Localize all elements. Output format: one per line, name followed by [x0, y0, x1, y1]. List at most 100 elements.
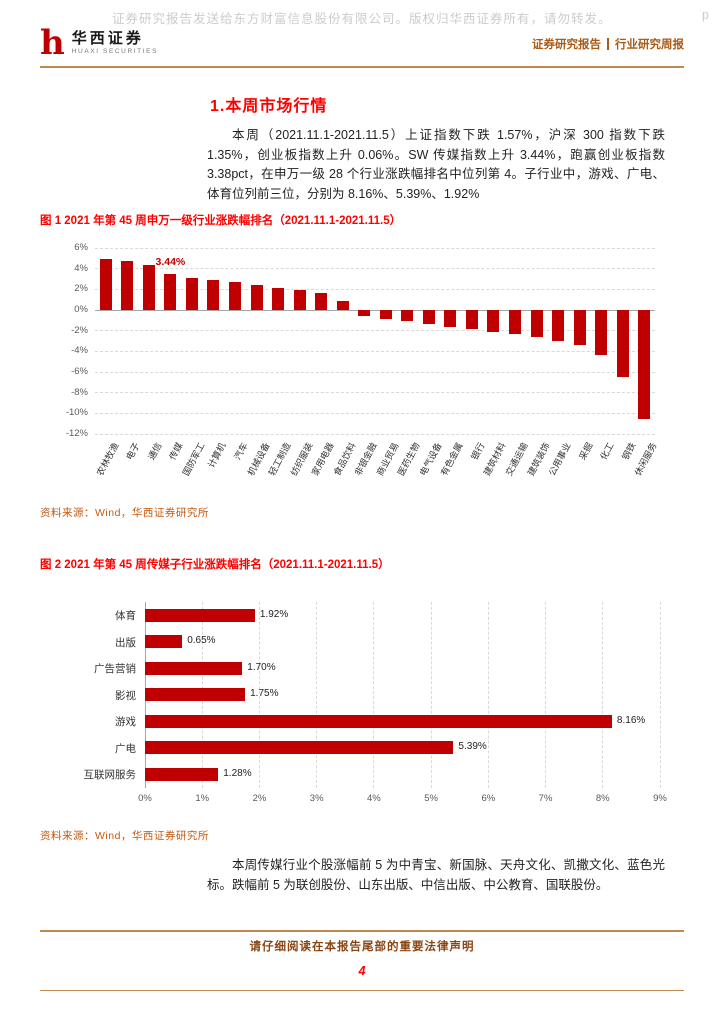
chart1-bar [465, 310, 478, 329]
huaxi-logo: h 华西证券 HUAXI SECURITIES [40, 23, 159, 63]
chart1-gridline [95, 330, 655, 332]
figure2-caption: 图 2 2021 年第 45 周传媒子行业涨跌幅排名（2021.11.1-202… [40, 559, 390, 571]
chart1-x-label: 传媒 [167, 440, 185, 462]
chart1-x-label: 通信 [146, 440, 164, 462]
chart1-bar [552, 310, 565, 341]
chart1-x-label: 采掘 [576, 440, 595, 462]
chart2-category-label: 互联网服务 [83, 769, 137, 782]
chart1-bar [509, 310, 521, 334]
figure2-chart: 0% 1% 2% 3% 4% 5% 6% 7% 8% 9% 体育 1.92% 出版 0.65% 广告营销 1.… [60, 594, 684, 818]
chart1-bar [595, 310, 608, 356]
chart2-x-tick-label: 3% [309, 792, 324, 804]
chart1-bar [379, 310, 392, 320]
chart1-gridline [95, 392, 655, 394]
chart1-bar [229, 282, 241, 310]
report-type-label: 证券研究报告 行业研究周报 [532, 36, 684, 56]
chart1-bar [121, 261, 134, 310]
chart2-gridline [602, 602, 604, 788]
chart2-bar [145, 688, 246, 702]
chart1-gridline [95, 412, 655, 414]
chart1-bar [207, 280, 220, 310]
chart2-bar [145, 767, 219, 781]
chart2-category-label: 出版 [115, 636, 136, 649]
chart2-gridline [487, 602, 489, 788]
chart2-category-label: 影视 [115, 689, 136, 702]
logo-en-label: HUAXI SECURITIES [71, 47, 159, 55]
chart2-value-label: 0.65% [187, 635, 216, 647]
chart1-bar [315, 293, 328, 310]
chart1-bar [185, 277, 198, 310]
chart2-gridline [373, 602, 375, 788]
page-number: 4 [358, 964, 366, 978]
chart1-gridline [95, 433, 655, 435]
chart1-x-label: 电子 [124, 440, 142, 462]
huaxi-logo-icon: h [40, 23, 65, 63]
chart1-y-tick-label: -2% [71, 324, 88, 336]
chart2-bar [145, 714, 612, 728]
figure2-source: 资料来源：Wind，华西证券研究所 [40, 830, 209, 842]
chart2-bar [145, 661, 243, 675]
watermark-text: 证券研究报告发送给东方财富信息股份有限公司。版权归华西证券所有，请勿转发。 [112, 12, 612, 26]
figure1-caption: 图 1 2021 年第 45 周申万一级行业涨跌幅排名（2021.11.1-20… [40, 215, 402, 227]
report-series-text: 行业研究周报 [615, 39, 684, 51]
chart1-annotation: 3.44% [155, 256, 186, 268]
chart1-y-tick-label: -4% [71, 345, 88, 357]
chart1-bar [293, 290, 306, 310]
chart2-bar [145, 608, 255, 622]
chart1-bar [444, 310, 457, 327]
chart1-bar [99, 259, 112, 310]
chart2-x-tick-label: 9% [653, 792, 667, 804]
chart2-value-label: 8.16% [616, 714, 646, 726]
figure1-source: 资料来源：Wind，华西证券研究所 [40, 507, 209, 519]
chart2-x-tick-label: 0% [138, 792, 152, 804]
chart2-bar [145, 741, 454, 755]
market-summary-paragraph: 本周（2021.11.1-2021.11.5）上证指数下跌 1.57%，沪深 3… [207, 128, 665, 201]
chart2-x-tick-label: 6% [481, 792, 496, 804]
chart1-y-tick-label: -6% [71, 366, 88, 377]
section-title: 1.本周市场行情 [210, 98, 328, 115]
chart1-bar [358, 310, 371, 317]
chart1-bar [336, 300, 349, 310]
chart2-value-label: 1.28% [223, 767, 252, 779]
chart1-y-tick-label: 4% [74, 262, 88, 274]
chart1-bar [487, 310, 500, 332]
chart2-category-label: 广告营销 [94, 663, 136, 676]
chart2-gridline [659, 602, 661, 788]
chart2-gridline [430, 602, 432, 788]
chart1-gridline [95, 288, 655, 290]
chart2-category-label: 广电 [115, 742, 136, 755]
chart2-value-label: 1.70% [247, 661, 276, 673]
header-divider [40, 66, 684, 68]
stock-movers-paragraph: 本周传媒行业个股涨幅前 5 为中青宝、新国脉、天舟文化、凯撒文化、蓝色光标。跌幅… [207, 858, 665, 892]
chart1-y-tick-label: -12% [65, 428, 88, 439]
chart2-value-label: 1.92% [259, 608, 289, 620]
chart1-bar [401, 310, 414, 322]
chart1-bar [422, 310, 435, 325]
chart1-y-tick-label: 0% [74, 304, 88, 315]
chart2-category-label: 体育 [115, 610, 136, 623]
chart1-x-label: 汽车 [232, 440, 250, 462]
chart1-gridline [95, 350, 655, 352]
chart2-gridline [258, 602, 260, 788]
chart1-bar [638, 310, 651, 419]
watermark-right-text: p [702, 8, 710, 22]
watermark: 证券研究报告发送给东方财富信息股份有限公司。版权归华西证券所有，请勿转发。 p [112, 8, 710, 27]
chart1-bar [272, 288, 285, 310]
chart2-x-tick-label: 2% [252, 792, 267, 804]
chart1-bar [616, 310, 629, 378]
chart1-gridline [95, 268, 655, 270]
figure1-chart: 6% 4% 2% 0% -2% -4% -6% -8% -10% -12% 农林牧渔 电子 通信 传媒 国防… [45, 238, 670, 500]
chart1-y-tick-label: 6% [74, 242, 88, 253]
chart1-y-tick-label: 2% [74, 283, 88, 295]
chart2-value-label: 1.75% [250, 688, 279, 700]
footer-divider-top [40, 930, 684, 932]
chart1-gridline [95, 371, 655, 373]
chart2-value-label: 5.39% [458, 741, 487, 753]
chart1-bar [250, 285, 263, 310]
chart1-x-label: 钢铁 [620, 440, 638, 462]
separator-bar-icon [607, 38, 609, 50]
chart2-category-label: 游戏 [115, 716, 136, 729]
report-header: h 华西证券 HUAXI SECURITIES 证券研究报告 行业研究周报 [40, 23, 684, 63]
chart2-gridline [545, 602, 547, 788]
